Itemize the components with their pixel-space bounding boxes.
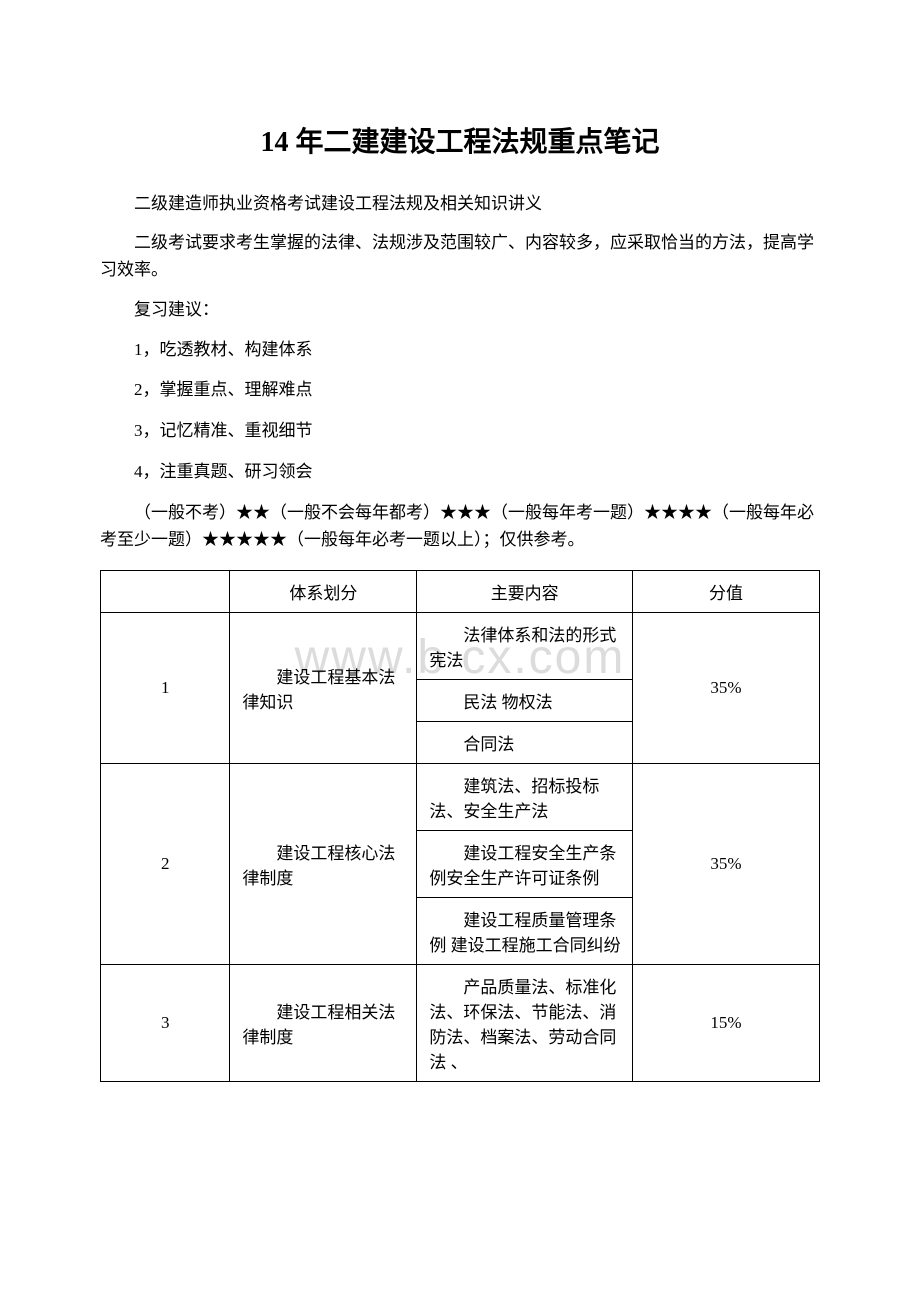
cell-content-1a: 法律体系和法的形式 宪法 (417, 612, 633, 679)
document-title: 14 年二建建设工程法规重点笔记 (100, 120, 820, 160)
cell-content-1b: 民法 物权法 (417, 679, 633, 721)
header-system: 体系划分 (230, 570, 417, 612)
cell-index-1: 1 (101, 612, 230, 763)
cell-system-2: 建设工程核心法律制度 (230, 763, 417, 964)
intro-paragraph-2: 二级考试要求考生掌握的法律、法规涉及范围较广、内容较多，应采取恰当的方法，提高学… (100, 229, 820, 283)
review-heading: 复习建议： (100, 296, 820, 323)
content-table: 体系划分 主要内容 分值 1 建设工程基本法律知识 法律体系和法的形式 宪法 3… (100, 570, 820, 1082)
cell-content-2b: 建设工程安全生产条例安全生产许可证条例 (417, 830, 633, 897)
table-row: 1 建设工程基本法律知识 法律体系和法的形式 宪法 35% (101, 612, 820, 679)
table-row: 2 建设工程核心法律制度 建筑法、招标投标法、安全生产法 35% (101, 763, 820, 830)
star-legend-paragraph: （一般不考）★★（一般不会每年都考）★★★（一般每年考一题）★★★★（一般每年必… (100, 499, 820, 553)
review-item-2: 2，掌握重点、理解难点 (100, 375, 820, 406)
cell-score-2: 35% (633, 763, 820, 964)
cell-system-1: 建设工程基本法律知识 (230, 612, 417, 763)
header-index (101, 570, 230, 612)
cell-score-3: 15% (633, 964, 820, 1081)
header-score: 分值 (633, 570, 820, 612)
intro-paragraph-1: 二级建造师执业资格考试建设工程法规及相关知识讲义 (100, 190, 820, 217)
cell-content-2a: 建筑法、招标投标法、安全生产法 (417, 763, 633, 830)
cell-score-1: 35% (633, 612, 820, 763)
cell-content-2c: 建设工程质量管理条例 建设工程施工合同纠纷 (417, 897, 633, 964)
review-item-1: 1，吃透教材、构建体系 (100, 335, 820, 366)
table-row: 3 建设工程相关法律制度 产品质量法、标准化法、环保法、节能法、消防法、档案法、… (101, 964, 820, 1081)
cell-index-2: 2 (101, 763, 230, 964)
cell-content-3a: 产品质量法、标准化法、环保法、节能法、消防法、档案法、劳动合同法 、 (417, 964, 633, 1081)
cell-content-1c: 合同法 (417, 721, 633, 763)
header-content: 主要内容 (417, 570, 633, 612)
review-item-3: 3，记忆精准、重视细节 (100, 416, 820, 447)
cell-system-3: 建设工程相关法律制度 (230, 964, 417, 1081)
cell-index-3: 3 (101, 964, 230, 1081)
table-header-row: 体系划分 主要内容 分值 (101, 570, 820, 612)
review-item-4: 4，注重真题、研习领会 (100, 457, 820, 488)
